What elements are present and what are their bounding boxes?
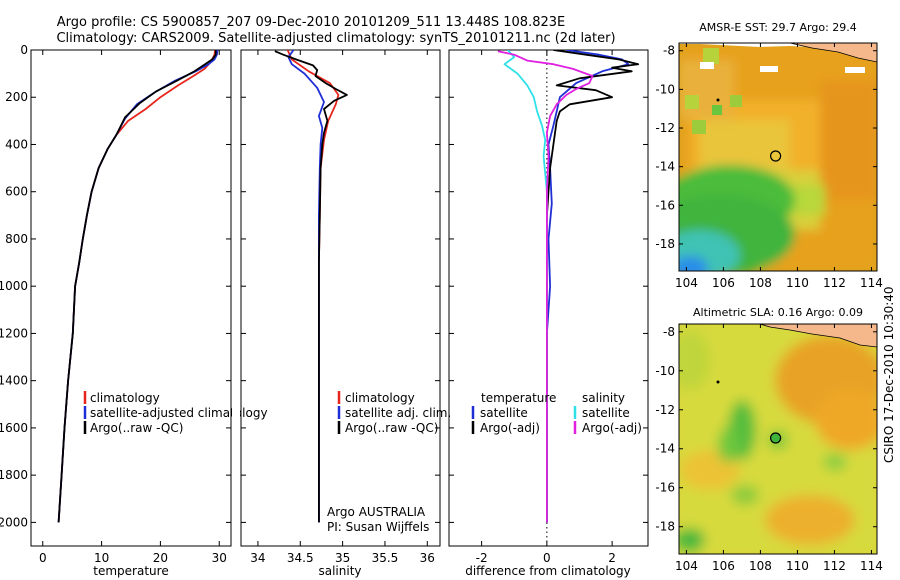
salinity-series-climatology xyxy=(286,50,340,523)
sla-map-panel: Altimetric SLA: 0.16 Argo: 0.09 1 xyxy=(655,306,883,573)
y-tick-label: 800 xyxy=(5,232,28,246)
temperature-axes-frame xyxy=(30,49,232,547)
map-y-tick-label: -14 xyxy=(655,160,675,174)
x-tick-label: 35.5 xyxy=(372,551,399,565)
legend-satellite-label: satellite adj. clim. xyxy=(345,406,451,420)
sst-map-title: AMSR-E SST: 29.7 Argo: 29.4 xyxy=(699,21,857,34)
legend-satellite-label: satellite-adjusted climatology xyxy=(90,406,268,420)
map-y-tick-label: -12 xyxy=(655,403,675,417)
y-tick-label: 1800 xyxy=(0,468,28,482)
temperature-legend: climatology satellite-adjusted climatolo… xyxy=(83,391,268,435)
map-x-tick-label: 108 xyxy=(749,276,772,290)
map-x-tick-label: 114 xyxy=(860,276,883,290)
x-tick-label: 34 xyxy=(250,551,265,565)
x-tick-label: 2 xyxy=(608,551,616,565)
difference-xlabel: difference from climatology xyxy=(465,564,631,578)
map-x-tick-label: 104 xyxy=(675,276,698,290)
x-tick-label: 34.5 xyxy=(287,551,314,565)
y-tick-label: 1400 xyxy=(0,374,28,388)
difference-axes-frame xyxy=(448,49,649,547)
legend-argo-label: Argo(..raw -QC) xyxy=(345,421,438,435)
difference-legend: temperature salinity satellite Argo(-adj… xyxy=(471,391,642,435)
difference-panel: -2 0 2 difference from climatology tempera… xyxy=(448,49,649,578)
map-y-tick-label: -10 xyxy=(655,82,675,96)
x-tick-label: 0 xyxy=(39,551,47,565)
argo-pi-label: PI: Susan Wijffels xyxy=(327,520,429,534)
legend-sal-argo-label: Argo(-adj) xyxy=(582,421,642,435)
map-x-tick-label: 112 xyxy=(823,559,846,573)
y-tick-label: 1000 xyxy=(0,279,28,293)
sst-map-frame xyxy=(678,42,878,272)
map-x-tick-label: 110 xyxy=(786,559,809,573)
sla-argo-position-marker xyxy=(769,432,782,444)
difference-series-temperature-argo-adj xyxy=(546,50,640,523)
legend-temp-satellite-label: satellite xyxy=(480,406,528,420)
y-tick-label: 200 xyxy=(5,90,28,104)
legend-sal-satellite-label: satellite xyxy=(582,406,630,420)
sst-map-panel: AMSR-E SST: 29.7 Argo: 29.4 xyxy=(655,21,883,290)
timestamp-side-label: CSIRO 17-Dec-2010 10:30:40 xyxy=(882,286,896,463)
legend-argo-label: Argo(..raw -QC) xyxy=(90,421,183,435)
map-y-tick-label: -10 xyxy=(655,364,675,378)
y-tick-label: 0 xyxy=(20,43,28,57)
y-tick-label: 1200 xyxy=(0,326,28,340)
sla-map-frame xyxy=(678,323,878,555)
map-y-tick-label: -16 xyxy=(655,481,675,495)
title-line-2: Climatology: CARS2009. Satellite-adjuste… xyxy=(56,31,615,46)
sst-field xyxy=(679,43,877,271)
x-tick-label: 30 xyxy=(212,551,227,565)
salinity-legend: climatology satellite adj. clim. Argo(..… xyxy=(337,391,451,435)
map-y-tick-label: -18 xyxy=(655,237,675,251)
title-line-1: Argo profile: CS 5900857_207 09-Dec-2010… xyxy=(57,15,565,30)
argo-institution-label: Argo AUSTRALIA xyxy=(327,505,426,519)
difference-series-temperature-satellite xyxy=(546,50,630,523)
map-y-tick-label: -14 xyxy=(655,442,675,456)
x-tick-label: -2 xyxy=(476,551,488,565)
y-tick-label: 600 xyxy=(5,185,28,199)
map-y-tick-label: -8 xyxy=(663,325,675,339)
map-x-tick-label: 106 xyxy=(712,276,735,290)
map-y-tick-label: -16 xyxy=(655,198,675,212)
x-tick-label: 36 xyxy=(420,551,435,565)
y-tick-label: 1600 xyxy=(0,421,28,435)
temperature-series-argo-raw-qc xyxy=(57,50,217,523)
map-x-tick-label: 108 xyxy=(749,559,772,573)
y-tick-label: 400 xyxy=(5,137,28,151)
legend-salinity-header: salinity xyxy=(582,391,625,405)
salinity-panel: 34 34.5 35 35.5 36 salinity climatology sate… xyxy=(240,49,451,578)
sla-field xyxy=(679,324,877,554)
map-x-tick-label: 106 xyxy=(712,559,735,573)
legend-temperature-header: temperature xyxy=(481,391,556,405)
difference-series-salinity-argo-adj xyxy=(497,50,594,523)
legend-climatology-label: climatology xyxy=(90,391,160,405)
x-tick-label: 20 xyxy=(153,551,168,565)
temperature-xlabel: temperature xyxy=(93,564,168,578)
legend-climatology-label: climatology xyxy=(345,391,415,405)
y-tick-label: 2000 xyxy=(0,515,28,529)
difference-series-salinity-satellite xyxy=(503,50,548,523)
map-x-tick-label: 112 xyxy=(823,276,846,290)
x-tick-label: 35 xyxy=(335,551,350,565)
map-x-tick-label: 110 xyxy=(786,276,809,290)
map-x-tick-label: 114 xyxy=(860,559,883,573)
sla-map-title: Altimetric SLA: 0.16 Argo: 0.09 xyxy=(693,306,863,319)
map-y-tick-label: -18 xyxy=(655,520,675,534)
sst-argo-position-marker xyxy=(769,150,782,162)
x-tick-label: 10 xyxy=(94,551,109,565)
temperature-panel: 0 10 20 30 0 200 400 600 800 1000 1200 1400 1600 180… xyxy=(0,43,268,578)
x-tick-label: 0 xyxy=(543,551,551,565)
legend-temp-argo-label: Argo(-adj) xyxy=(480,421,540,435)
map-y-tick-label: -8 xyxy=(663,44,675,58)
salinity-series-argo-raw-qc xyxy=(274,50,348,523)
salinity-xlabel: salinity xyxy=(318,564,361,578)
salinity-axes-frame xyxy=(240,49,441,547)
map-y-tick-label: -12 xyxy=(655,121,675,135)
map-x-tick-label: 104 xyxy=(675,559,698,573)
